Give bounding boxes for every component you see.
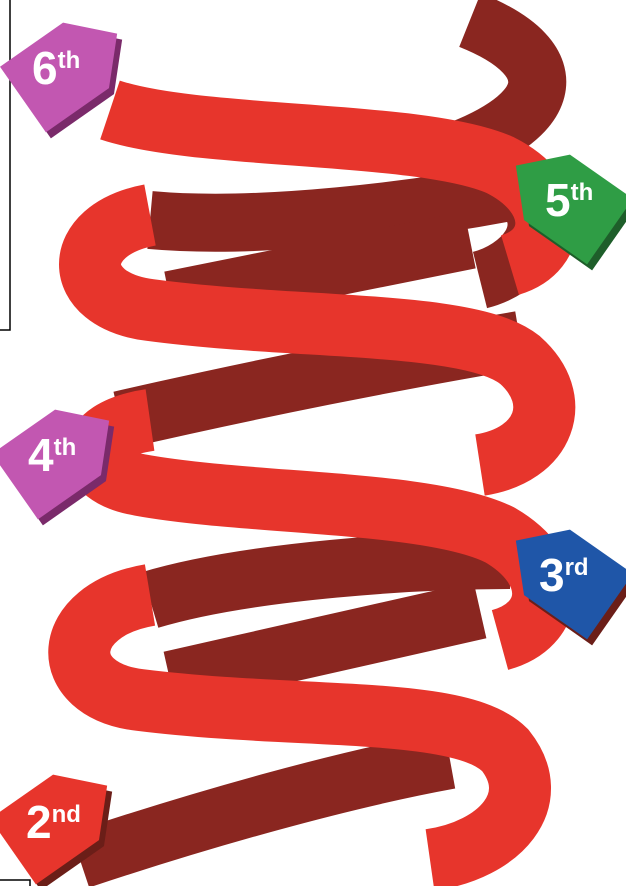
label-number: 2 (26, 796, 52, 848)
label-number: 4 (28, 429, 54, 481)
frame-line (0, 880, 30, 886)
label-number: 3 (539, 549, 565, 601)
label-suffix: th (54, 434, 77, 461)
back-strand (170, 610, 480, 680)
label-suffix: rd (565, 554, 589, 581)
label-suffix: th (58, 47, 81, 74)
label-number: 5 (545, 174, 571, 226)
label-suffix: nd (52, 801, 81, 828)
frame-line (0, 0, 10, 330)
label-number: 6 (32, 42, 58, 94)
label-suffix: th (571, 179, 594, 206)
back-strand (80, 760, 450, 860)
helix-diagram: 6th 5th 4th 3rd 2nd (0, 0, 626, 886)
